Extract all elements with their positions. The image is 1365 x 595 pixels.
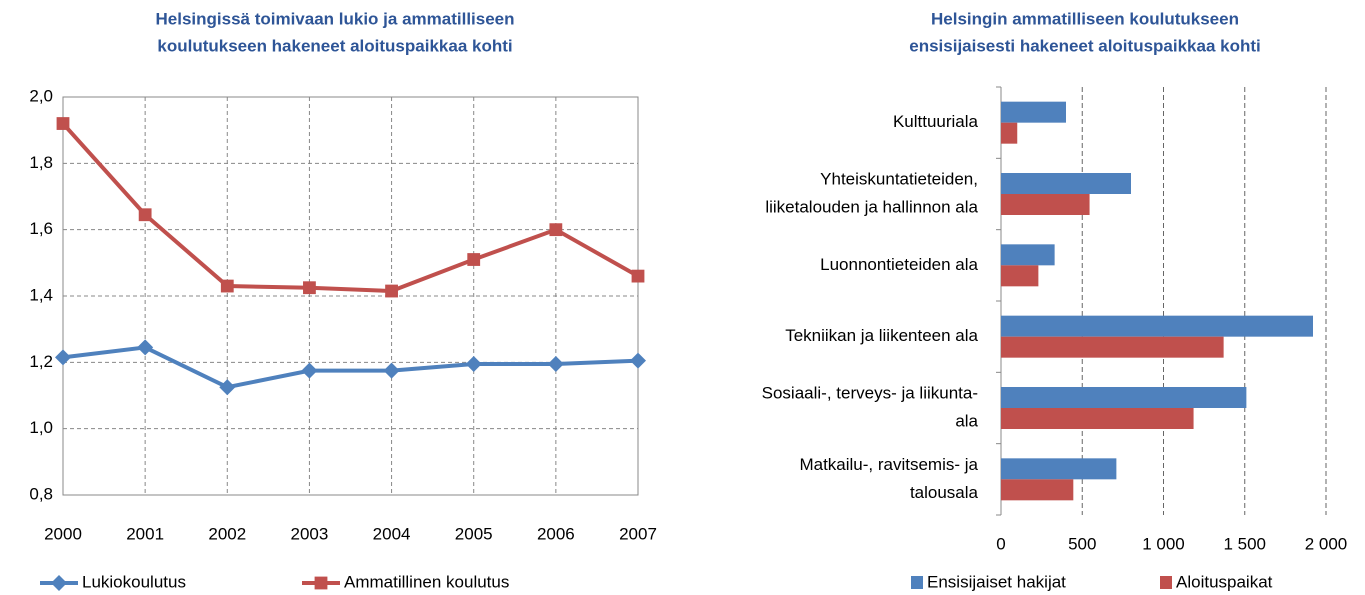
x-tick-label: 2003 [291, 524, 329, 543]
data-point [630, 352, 646, 369]
y-tick-label: Luonnontieteiden ala [820, 255, 978, 274]
x-tick-label: 1 000 [1142, 534, 1185, 553]
data-point [549, 223, 563, 237]
x-tick-label: 2000 [44, 524, 82, 543]
bar [1001, 194, 1090, 215]
bar [1001, 458, 1117, 480]
data-line [61, 122, 639, 294]
data-point [55, 349, 71, 366]
legend-swatch [911, 576, 923, 589]
data-point [383, 362, 400, 379]
data-point [385, 284, 398, 298]
chart-title: ensisijaisesti hakeneet aloituspaikkaa k… [909, 36, 1261, 55]
y-tick-label: Matkailu-, ravitsemis- ja [799, 455, 978, 474]
bar [1001, 173, 1131, 194]
data-point [301, 362, 318, 379]
y-tick-label: 1,6 [29, 219, 53, 238]
bar [1001, 265, 1039, 287]
legend-label: Lukiokoulutus [82, 572, 186, 591]
bar [1001, 408, 1194, 429]
y-tick-label: 2,0 [29, 86, 53, 105]
x-tick-label: 2005 [455, 524, 493, 543]
y-tick-label: 1,0 [29, 418, 53, 437]
x-tick-label: 2002 [208, 524, 246, 543]
legend-swatch [1160, 576, 1172, 589]
data-point [56, 117, 70, 130]
data-point [314, 576, 328, 590]
y-tick-label: 0,8 [29, 484, 53, 503]
bar [1001, 315, 1313, 337]
data-point [467, 253, 481, 266]
chart-title: Helsingissä toimivaan lukio ja ammatilli… [155, 9, 514, 28]
data-line [62, 345, 639, 390]
legend-label: Ammatillinen koulutus [344, 572, 509, 591]
bar [1001, 336, 1224, 358]
bar [1001, 479, 1074, 501]
y-tick-label: ala [955, 411, 978, 430]
y-tick-label: liiketalouden ja hallinnon ala [765, 197, 978, 216]
y-tick-label: Kulttuuriala [893, 112, 979, 131]
chart-title: koulutukseen hakeneet aloituspaikkaa koh… [157, 36, 512, 55]
bar [1001, 101, 1066, 123]
data-point [220, 279, 234, 293]
chart-title: Helsingin ammatilliseen koulutukseen [931, 9, 1239, 28]
legend-label: Ensisijaiset hakijat [927, 572, 1066, 591]
data-point [465, 355, 482, 372]
legend-label: Aloituspaikat [1176, 572, 1273, 591]
y-tick-label: 1,2 [29, 352, 53, 371]
x-tick-label: 2006 [537, 524, 575, 543]
data-point [137, 339, 154, 356]
y-tick-label: Tekniikan ja liikenteen ala [785, 326, 978, 345]
y-tick-label: Sosiaali-, terveys- ja liikunta- [762, 383, 978, 402]
y-tick-label: 1,8 [29, 153, 53, 172]
x-tick-label: 2007 [619, 524, 657, 543]
data-point [631, 269, 645, 283]
data-point [51, 575, 67, 591]
y-tick-label: 1,4 [29, 285, 53, 304]
x-tick-label: 1 500 [1223, 534, 1266, 553]
y-tick-label: Yhteiskuntatieteiden, [820, 169, 978, 188]
x-tick-label: 500 [1068, 534, 1096, 553]
y-tick-label: talousala [910, 483, 979, 502]
bar [1001, 122, 1018, 144]
data-point [303, 281, 316, 295]
x-tick-label: 2 000 [1305, 534, 1348, 553]
data-point [138, 208, 152, 222]
x-tick-label: 0 [996, 534, 1005, 553]
x-tick-label: 2004 [373, 524, 411, 543]
bar [1001, 244, 1055, 266]
data-point [219, 379, 236, 396]
bar [1001, 387, 1247, 408]
data-point [547, 355, 564, 372]
x-tick-label: 2001 [126, 524, 164, 543]
